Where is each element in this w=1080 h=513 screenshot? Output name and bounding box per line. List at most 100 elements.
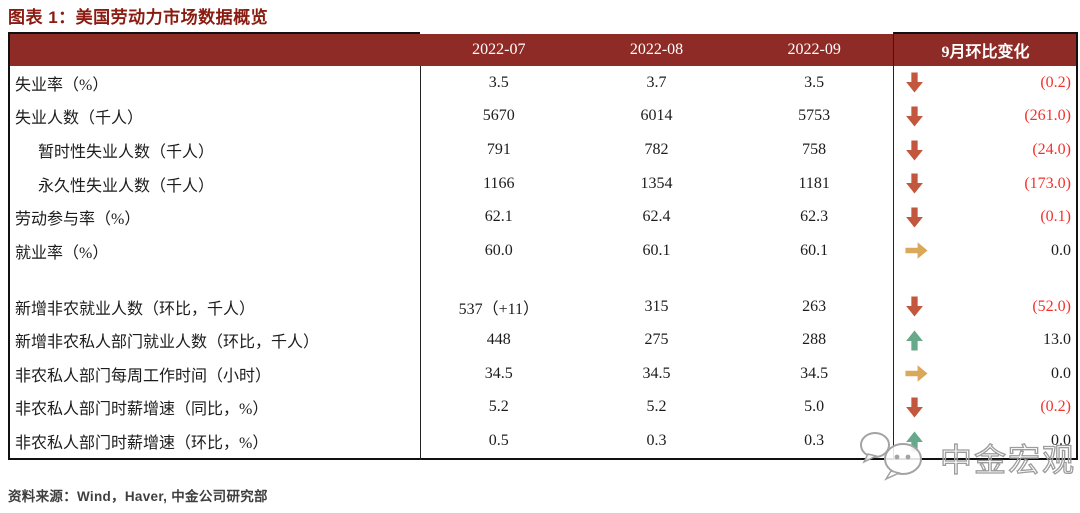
change-cell: 0.0: [893, 240, 1078, 261]
change-cell: 13.0: [893, 329, 1078, 352]
down-arrow-icon: [904, 206, 925, 229]
down-arrow-icon: [904, 139, 925, 162]
change-value: 0.0: [1050, 241, 1071, 259]
row-label: 失业人数（千人）: [15, 110, 144, 128]
change-cell: (0.1): [893, 206, 1078, 229]
header-cell-mom-change: 9月环比变化: [941, 44, 1030, 61]
value-2022-07: 448: [486, 331, 511, 349]
figure-title: 图表 1：美国劳动力市场数据概览: [8, 8, 269, 27]
value-2022-09: 758: [802, 141, 827, 159]
row-label: 就业率（%）: [15, 244, 109, 262]
value-2022-09: 263: [802, 297, 827, 315]
row-label: 暂时性失业人数（千人）: [38, 144, 215, 162]
header-cell-2022-07: 2022-07: [472, 41, 526, 58]
change-value: (0.2): [1040, 73, 1071, 91]
value-2022-08: 275: [644, 331, 669, 349]
row-label: 非农私人部门每周工作时间（小时）: [15, 367, 272, 385]
source-note: 资料来源：Wind，Haver, 中金公司研究部: [8, 489, 268, 504]
header-cell-2022-08: 2022-08: [629, 41, 684, 58]
change-cell: (24.0): [893, 139, 1078, 162]
row-label: 永久性失业人数（千人）: [38, 177, 215, 195]
header-cell-2022-09: 2022-09: [787, 41, 841, 58]
table-row: 失业人数（千人） 5670 6014 5753 (261.0): [8, 100, 1078, 134]
value-2022-08: 782: [644, 141, 669, 159]
value-2022-09: 1181: [798, 174, 830, 192]
flat-arrow-icon: [904, 363, 929, 384]
value-2022-09: 62.3: [800, 208, 829, 226]
value-2022-07: 791: [486, 141, 511, 159]
change-value: (0.1): [1040, 208, 1071, 226]
value-2022-08: 315: [644, 297, 669, 315]
table-row: 非农私人部门时薪增速（同比，%） 5.2 5.2 5.0 (0.2): [8, 391, 1078, 425]
value-2022-07: 537（+11）: [458, 300, 540, 318]
labor-market-table: 2022-07 2022-08 2022-09 9月环比变化 失业率（%） 3.…: [8, 32, 1078, 460]
flat-arrow-icon: [904, 240, 929, 261]
column-divider-labels: [420, 66, 421, 460]
change-cell: (261.0): [893, 105, 1078, 128]
table-border-bottom: [8, 458, 1078, 460]
value-2022-08: 3.7: [646, 73, 667, 91]
column-divider-change: [893, 32, 894, 460]
change-value: (261.0): [1024, 107, 1071, 125]
value-2022-08: 0.3: [646, 432, 667, 450]
table-row: 新增非农就业人数（环比，千人） 537（+11） 315 263 (52.0): [8, 290, 1078, 324]
table-row: 非农私人部门时薪增速（环比，%） 0.5 0.3 0.3 0.0: [8, 424, 1078, 458]
table-row: 就业率（%） 60.0 60.1 60.1 0.0: [8, 234, 1078, 268]
value-2022-08: 62.4: [642, 208, 671, 226]
change-cell: (52.0): [893, 295, 1078, 318]
down-arrow-icon: [904, 172, 925, 195]
change-value: (173.0): [1024, 174, 1071, 192]
value-2022-09: 288: [802, 331, 827, 349]
down-arrow-icon: [904, 71, 925, 94]
table-row: 永久性失业人数（千人） 1166 1354 1181 (173.0): [8, 167, 1078, 201]
table-border-top-left: [8, 32, 420, 34]
change-cell: 0.0: [893, 430, 1078, 453]
value-2022-07: 5670: [482, 107, 515, 125]
value-2022-07: 60.0: [484, 241, 513, 259]
watermark: 中金宏观: [858, 426, 1076, 482]
down-arrow-icon: [904, 396, 925, 419]
down-arrow-icon: [904, 295, 925, 318]
value-2022-07: 3.5: [488, 73, 509, 91]
change-value: 0.0: [1050, 364, 1071, 382]
change-value: (0.2): [1040, 398, 1071, 416]
value-2022-08: 1354: [640, 174, 673, 192]
up-arrow-icon: [904, 329, 925, 352]
table-row: 暂时性失业人数（千人） 791 782 758 (24.0): [8, 133, 1078, 167]
value-2022-07: 34.5: [484, 364, 513, 382]
value-2022-08: 5.2: [646, 398, 667, 416]
change-cell: (173.0): [893, 172, 1078, 195]
table-header-row: 2022-07 2022-08 2022-09 9月环比变化: [8, 34, 1078, 66]
row-label: 新增非农就业人数（环比，千人）: [15, 300, 256, 318]
row-label: 新增非农私人部门就业人数（环比，千人）: [15, 334, 320, 352]
value-2022-09: 0.3: [804, 432, 825, 450]
table-border-left: [8, 32, 10, 460]
change-value: (24.0): [1032, 141, 1071, 159]
table-border-top-right: [893, 32, 1078, 34]
row-label: 非农私人部门时薪增速（环比，%）: [15, 435, 269, 453]
change-value: 13.0: [1042, 331, 1071, 349]
row-label: 非农私人部门时薪增速（同比，%）: [15, 401, 269, 419]
table-row: 劳动参与率（%） 62.1 62.4 62.3 (0.1): [8, 201, 1078, 235]
value-2022-09: 5.0: [804, 398, 825, 416]
table-body: 失业率（%） 3.5 3.7 3.5 (0.2) 失业人数（千人） 5670 6…: [8, 66, 1078, 458]
value-2022-08: 6014: [640, 107, 673, 125]
watermark-text: 中金宏观: [939, 442, 1077, 478]
wechat-logo-icon: [860, 432, 922, 481]
value-2022-09: 60.1: [800, 241, 829, 259]
value-2022-09: 34.5: [800, 364, 829, 382]
value-2022-07: 62.1: [484, 208, 513, 226]
table-border-right: [1076, 32, 1078, 460]
table-row: [8, 268, 1078, 290]
value-2022-09: 5753: [798, 107, 831, 125]
table-row: 新增非农私人部门就业人数（环比，千人） 448 275 288 13.0: [8, 323, 1078, 357]
down-arrow-icon: [904, 105, 925, 128]
value-2022-08: 60.1: [642, 241, 671, 259]
value-2022-08: 34.5: [642, 364, 671, 382]
value-2022-07: 0.5: [488, 432, 509, 450]
change-cell: 0.0: [893, 363, 1078, 384]
row-label: 劳动参与率（%）: [15, 211, 141, 229]
change-cell: (0.2): [893, 396, 1078, 419]
row-label: 失业率（%）: [15, 76, 109, 94]
